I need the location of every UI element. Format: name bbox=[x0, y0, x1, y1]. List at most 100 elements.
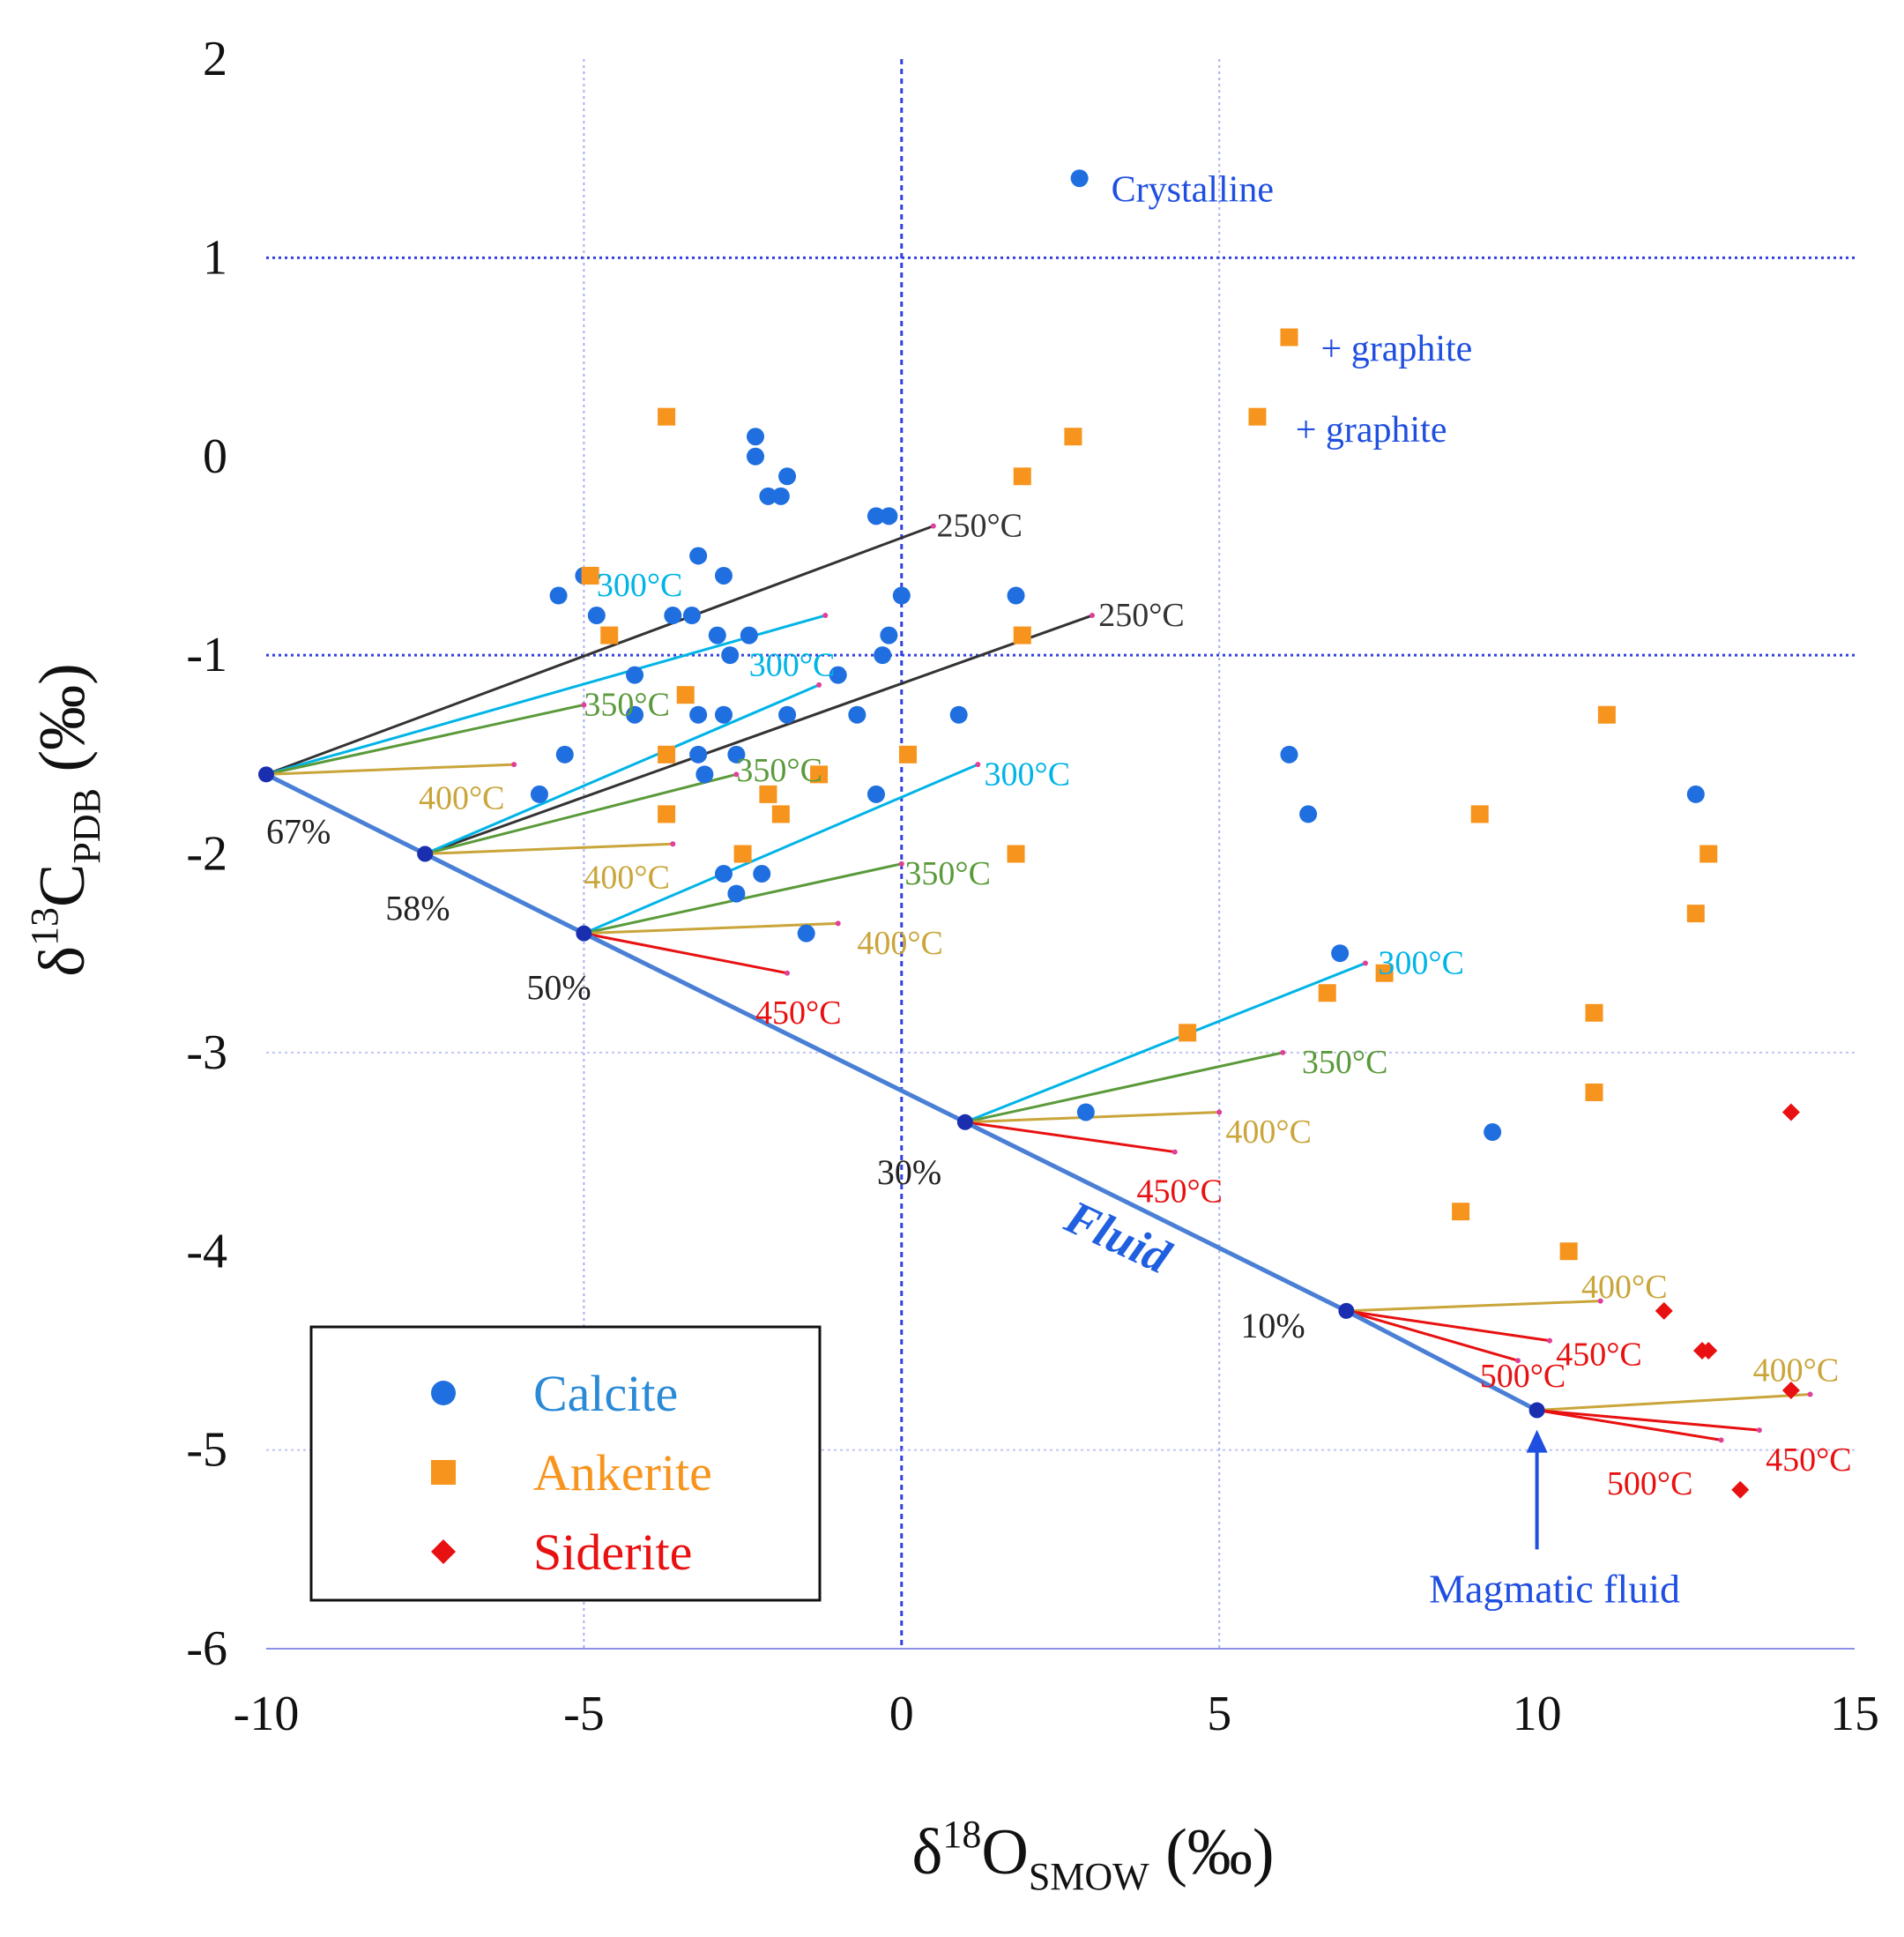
calcite-point bbox=[797, 924, 815, 942]
mixing-label: 10% bbox=[1240, 1306, 1305, 1345]
legend-label: Calcite bbox=[533, 1365, 678, 1422]
calcite-point bbox=[778, 467, 797, 486]
calcite-point bbox=[689, 745, 708, 764]
y-tick-labels: 2 1 0 -1 -2 -3 -4 -5 -6 bbox=[186, 32, 227, 1676]
temperature-line-350 bbox=[265, 704, 584, 776]
temperature-line-500 bbox=[1536, 1409, 1722, 1442]
temperature-label-450: 450°C bbox=[1766, 1442, 1852, 1479]
temperature-lines bbox=[265, 523, 1813, 1443]
ankerite-point bbox=[1686, 905, 1705, 923]
mixing-label: 67% bbox=[266, 811, 331, 851]
calcite-point bbox=[708, 626, 726, 644]
siderite-point bbox=[1781, 1382, 1800, 1400]
ankerite-point bbox=[733, 845, 752, 863]
calcite-point bbox=[778, 705, 797, 724]
temperature-line-250 bbox=[424, 614, 1093, 855]
magmatic-arrow-head bbox=[1526, 1429, 1548, 1453]
calcite-point bbox=[721, 646, 740, 665]
temperature-label-350: 350°C bbox=[736, 752, 822, 789]
y-tick-label: 1 bbox=[203, 230, 227, 285]
calcite-point bbox=[664, 607, 682, 625]
temperature-label-350: 350°C bbox=[1302, 1044, 1388, 1081]
data-points bbox=[530, 169, 1800, 1499]
temperature-line-end bbox=[898, 860, 904, 867]
y-tick-label: -3 bbox=[186, 1025, 227, 1080]
y-tick-label: 0 bbox=[203, 429, 227, 484]
calcite-point bbox=[1299, 805, 1318, 823]
temperature-label-400: 400°C bbox=[1753, 1352, 1840, 1389]
temperature-line-500 bbox=[1345, 1309, 1519, 1362]
ankerite-point bbox=[658, 407, 676, 426]
temperature-label-400: 400°C bbox=[419, 779, 505, 816]
temperature-line-350 bbox=[424, 772, 737, 855]
temperature-line-450 bbox=[1536, 1409, 1760, 1432]
x-axis-title: δ18OSMOW (‰) bbox=[911, 1813, 1274, 1898]
mixing-labels: 67% 58% 50% 30% 10% bbox=[258, 766, 1545, 1419]
calcite-point bbox=[682, 607, 701, 625]
ankerite-point bbox=[581, 566, 599, 585]
temperature-label-450: 450°C bbox=[1136, 1173, 1223, 1211]
legend-label: Siderite bbox=[533, 1524, 692, 1581]
mixing-point bbox=[1338, 1302, 1355, 1319]
temperature-label-300: 300°C bbox=[1378, 944, 1464, 981]
x-tick-labels: -10 -5 0 5 10 15 bbox=[234, 1687, 1879, 1741]
temperature-label-250: 250°C bbox=[936, 508, 1023, 545]
calcite-point bbox=[949, 705, 968, 724]
ankerite-point bbox=[658, 805, 676, 823]
temperature-label-400: 400°C bbox=[1225, 1114, 1312, 1151]
ankerite-point bbox=[658, 745, 676, 764]
temperature-line-450 bbox=[1346, 1309, 1551, 1343]
calcite-point bbox=[714, 566, 733, 585]
temperature-line-end bbox=[1216, 1109, 1223, 1115]
temperature-label-300: 300°C bbox=[597, 567, 683, 604]
temperature-line-end bbox=[670, 841, 676, 847]
annotation-label: + graphite bbox=[1321, 329, 1473, 369]
ankerite-point bbox=[899, 745, 918, 764]
temperature-label-300: 300°C bbox=[749, 646, 836, 683]
x-tick-label: 10 bbox=[1513, 1687, 1562, 1741]
temperature-line-400 bbox=[584, 921, 838, 935]
calcite-point bbox=[549, 586, 568, 605]
y-tick-label: -2 bbox=[186, 827, 227, 882]
calcite-point bbox=[1007, 586, 1025, 605]
mixing-point bbox=[417, 846, 434, 862]
calcite-point bbox=[753, 865, 771, 883]
mixing-label: 50% bbox=[526, 968, 591, 1008]
temperature-line-end bbox=[975, 762, 981, 768]
temperature-line-450 bbox=[584, 932, 788, 975]
temperature-line-end bbox=[1362, 960, 1368, 966]
calcite-point bbox=[689, 705, 708, 724]
temperature-label-500: 500°C bbox=[1480, 1358, 1566, 1395]
ankerite-point bbox=[1585, 1003, 1603, 1022]
temperature-line-end bbox=[1514, 1358, 1521, 1364]
ankerite-point bbox=[810, 765, 829, 784]
legend-siderite-marker bbox=[431, 1539, 456, 1564]
mixing-point bbox=[258, 766, 274, 783]
siderite-point bbox=[1781, 1103, 1800, 1121]
calcite-point bbox=[771, 487, 790, 505]
calcite-point bbox=[866, 785, 885, 803]
ankerite-point bbox=[600, 626, 619, 644]
annotation-label: + graphite bbox=[1296, 410, 1447, 451]
temperature-label-500: 500°C bbox=[1607, 1465, 1693, 1502]
temperature-line-400 bbox=[1346, 1300, 1601, 1313]
calcite-point bbox=[695, 765, 714, 784]
temperature-line-end bbox=[511, 762, 517, 768]
y-tick-label: -1 bbox=[186, 628, 227, 682]
ankerite-point bbox=[1585, 1083, 1603, 1101]
temperature-line-end bbox=[1597, 1298, 1603, 1304]
calcite-point bbox=[1331, 944, 1350, 963]
ankerite-point bbox=[771, 805, 790, 823]
ankerite-point bbox=[1248, 407, 1267, 426]
temperature-line-300 bbox=[424, 683, 820, 855]
legend-label: Ankerite bbox=[533, 1444, 712, 1501]
temperature-labels: 250°C 300°C 350°C 400°C 250°C 300°C 350°C 400°C… bbox=[419, 508, 1852, 1502]
annotation-label: Crystalline bbox=[1112, 169, 1274, 210]
ankerite-point bbox=[1470, 805, 1489, 823]
ankerite-point bbox=[1007, 845, 1025, 863]
ankerite-point bbox=[1013, 467, 1031, 486]
temperature-label-400: 400°C bbox=[1581, 1269, 1668, 1306]
y-tick-label: -4 bbox=[186, 1224, 227, 1278]
ankerite-point bbox=[676, 686, 695, 704]
